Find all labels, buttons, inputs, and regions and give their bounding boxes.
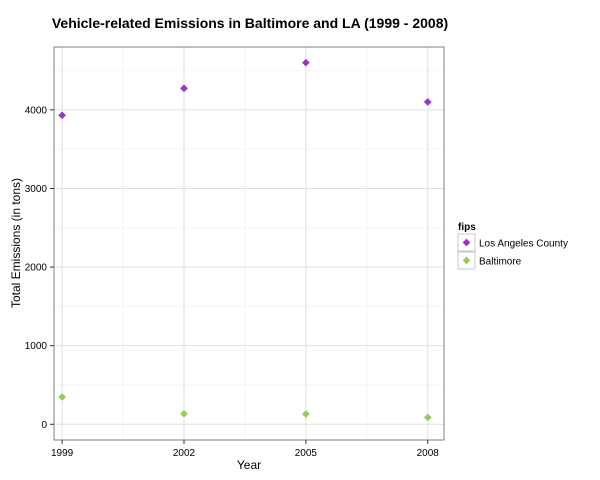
y-axis-title: Total Emissions (in tons) (9, 178, 23, 308)
data-point-series-1 (423, 97, 432, 106)
legend: fips Los Angeles County Baltimore (457, 222, 568, 270)
data-point-series-1 (301, 58, 310, 67)
legend-label: Los Angeles County (479, 239, 568, 250)
legend-title: fips (458, 222, 476, 233)
data-point-series-2 (301, 410, 310, 419)
y-tick-label: 0 (41, 420, 47, 431)
data-point-series-2 (58, 393, 67, 401)
data-point-series-2 (180, 409, 188, 418)
data-point-series-1 (180, 84, 188, 93)
data-points (58, 58, 432, 422)
plot-panel-border (53, 46, 445, 441)
y-tick-label: 3000 (25, 184, 48, 195)
y-tick-label: 1000 (25, 341, 48, 352)
data-point-series-1 (58, 111, 67, 120)
major-gridlines (54, 47, 444, 440)
legend-key-marker (462, 256, 471, 265)
x-axis-title: Year (237, 458, 261, 472)
legend-label: Baltimore (479, 257, 522, 268)
data-point-series-2 (423, 413, 432, 422)
x-tick-label: 2005 (295, 448, 318, 459)
x-tick-label: 2002 (173, 448, 196, 459)
y-tick-label: 4000 (25, 105, 48, 116)
x-axis-ticks: 1999 2002 2005 2008 (51, 440, 439, 459)
x-tick-label: 2008 (417, 448, 440, 459)
y-tick-label: 2000 (25, 263, 48, 274)
x-tick-label: 1999 (51, 448, 74, 459)
minor-gridlines (54, 47, 444, 440)
y-axis-ticks: 0 1000 2000 3000 4000 (25, 105, 54, 431)
legend-key-marker (462, 238, 471, 247)
chart-title: Vehicle-related Emissions in Baltimore a… (52, 15, 448, 31)
